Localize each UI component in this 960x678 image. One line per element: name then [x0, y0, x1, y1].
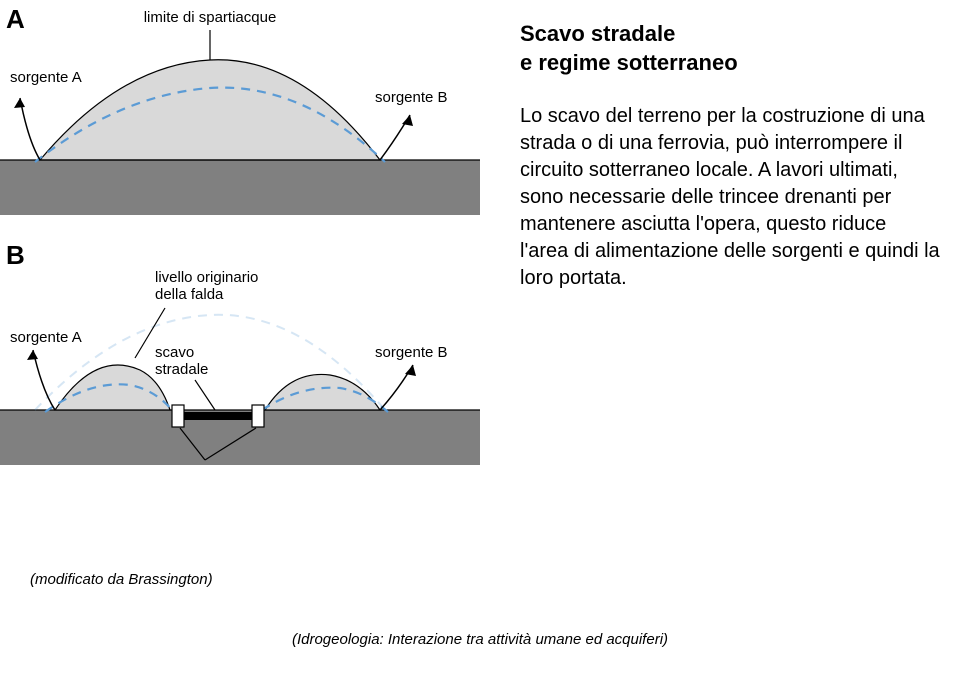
title-line2: e regime sotterraneo [520, 50, 738, 75]
footer-left: (modificato da Brassington) [30, 571, 213, 588]
diagram-b [0, 250, 480, 490]
diagram-a [0, 10, 480, 230]
title: Scavo stradale e regime sotterraneo [520, 20, 940, 77]
title-line1: Scavo stradale [520, 21, 675, 46]
footer-center: (Idrogeologia: Interazione tra attività … [0, 631, 960, 648]
body-text: Lo scavo del terreno per la costruzione … [520, 103, 940, 292]
